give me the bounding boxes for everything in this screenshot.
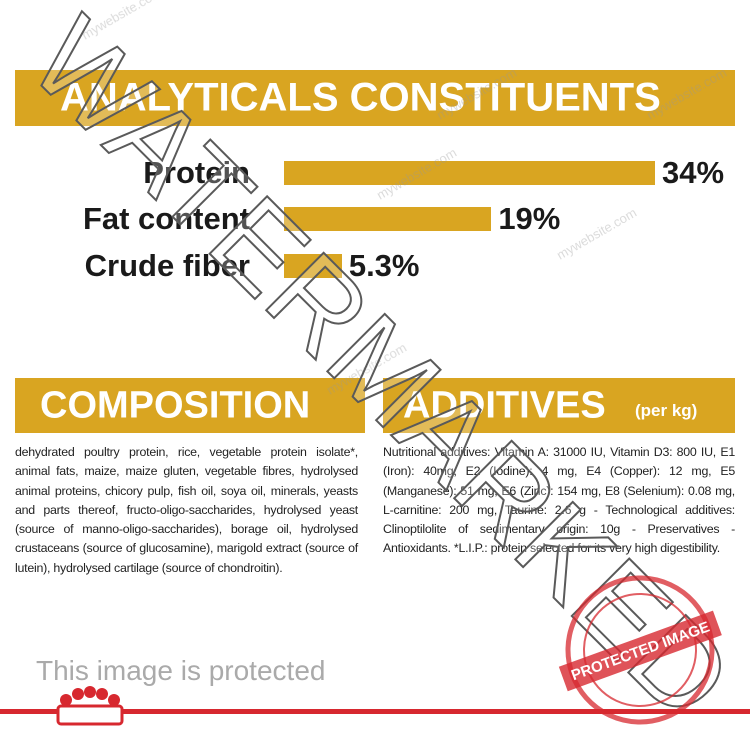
category-label: Protein [143,155,250,190]
value-label: 5.3% [348,248,420,283]
bar [284,207,492,231]
site-mark: mywebsite.com [644,65,729,123]
analyticals-title: ANALYTICALS CONSTITUENTS [60,75,661,120]
additives-text: Nutritional additives: Vitamin A: 31000 … [383,445,735,556]
additives-header: ADDITIVES (per kg) [383,378,735,433]
category-label: Crude fiber [84,248,250,283]
watermark-text: WATERMARKED [6,0,750,744]
composition-title: COMPOSITION [40,384,311,426]
protected-notice: This image is protected [36,655,326,686]
site-mark: mywebsite.com [554,205,639,263]
logo [56,686,124,726]
red-rule [0,709,750,714]
composition-header: COMPOSITION [15,378,365,433]
value-label: 34% [662,155,725,190]
category-label: Fat content [82,201,250,236]
additives-title: ADDITIVES [403,384,606,426]
analyticals-header: ANALYTICALS CONSTITUENTS [15,70,735,126]
composition-text: dehydrated poultry protein, rice, vegeta… [15,445,358,575]
additives-subtitle: (per kg) [635,401,698,420]
site-mark: mywebsite.com [434,65,519,123]
value-label: 19% [498,201,561,236]
bar [284,254,342,278]
bar [284,161,655,185]
site-mark: mywebsite.com [374,145,459,203]
